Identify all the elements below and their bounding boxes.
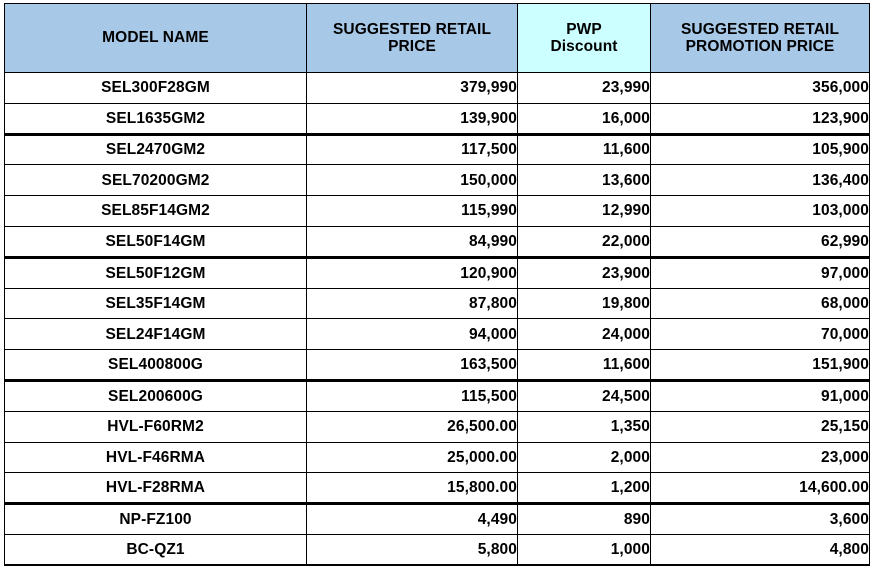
table-row[interactable]: SEL24F14GM 94,000 24,000 70,000 bbox=[4, 318, 870, 351]
cell-model-name[interactable]: SEL70200GM2 bbox=[4, 164, 307, 197]
table-row[interactable]: SEL70200GM2 150,000 13,600 136,400 bbox=[4, 164, 870, 197]
cell-suggested-retail-price[interactable]: 120,900 bbox=[306, 256, 518, 289]
cell-suggested-retail-price[interactable]: 87,800 bbox=[306, 287, 518, 320]
table-row[interactable]: SEL200600G 115,500 24,500 91,000 bbox=[4, 379, 870, 412]
column-header-suggested-retail-promotion-price-line-2: PROMOTION PRICE bbox=[685, 38, 835, 55]
column-header-suggested-retail-promotion-price[interactable]: SUGGESTED RETAIL PROMOTION PRICE bbox=[650, 3, 870, 73]
table-row[interactable]: SEL300F28GM 379,990 23,990 356,000 bbox=[4, 72, 870, 104]
cell-pwp-discount[interactable]: 16,000 bbox=[517, 102, 651, 136]
cell-suggested-retail-promotion-price[interactable]: 68,000 bbox=[650, 287, 870, 320]
table-header: MODEL NAME SUGGESTED RETAIL PRICE PWP Di… bbox=[4, 3, 870, 73]
cell-suggested-retail-promotion-price[interactable]: 97,000 bbox=[650, 256, 870, 289]
column-header-pwp-discount-line-2: Discount bbox=[550, 38, 618, 55]
cell-suggested-retail-promotion-price[interactable]: 91,000 bbox=[650, 379, 870, 412]
table-row[interactable]: NP-FZ100 4,490 890 3,600 bbox=[4, 503, 870, 535]
cell-suggested-retail-promotion-price[interactable]: 70,000 bbox=[650, 318, 870, 351]
cell-suggested-retail-price[interactable]: 139,900 bbox=[306, 102, 518, 136]
cell-suggested-retail-price[interactable]: 379,990 bbox=[306, 72, 518, 104]
column-header-pwp-discount-line-1: PWP bbox=[566, 20, 602, 38]
column-header-suggested-retail-price-line-1: SUGGESTED RETAIL bbox=[332, 20, 492, 38]
cell-suggested-retail-promotion-price[interactable]: 105,900 bbox=[650, 133, 870, 166]
table-row[interactable]: SEL85F14GM2 115,990 12,990 103,000 bbox=[4, 195, 870, 227]
cell-suggested-retail-promotion-price[interactable]: 123,900 bbox=[650, 102, 870, 136]
table-row[interactable]: HVL-F28RMA 15,800.00 1,200 14,600.00 bbox=[4, 472, 870, 506]
cell-model-name[interactable]: HVL-F60RM2 bbox=[4, 410, 307, 443]
cell-model-name[interactable]: HVL-F46RMA bbox=[4, 441, 307, 474]
cell-pwp-discount[interactable]: 1,200 bbox=[517, 472, 651, 506]
cell-suggested-retail-price[interactable]: 26,500.00 bbox=[306, 410, 518, 443]
column-header-pwp-discount[interactable]: PWP Discount bbox=[517, 3, 651, 73]
table-row[interactable]: BC-QZ1 5,800 1,000 4,800 bbox=[4, 533, 870, 567]
cell-pwp-discount[interactable]: 24,000 bbox=[517, 318, 651, 351]
cell-model-name[interactable]: SEL24F14GM bbox=[4, 318, 307, 351]
cell-suggested-retail-promotion-price[interactable]: 23,000 bbox=[650, 441, 870, 474]
cell-pwp-discount[interactable]: 1,000 bbox=[517, 533, 651, 567]
cell-model-name[interactable]: SEL85F14GM2 bbox=[4, 195, 307, 227]
table-header-row: MODEL NAME SUGGESTED RETAIL PRICE PWP Di… bbox=[4, 3, 870, 73]
cell-model-name[interactable]: NP-FZ100 bbox=[4, 503, 307, 535]
cell-suggested-retail-promotion-price[interactable]: 136,400 bbox=[650, 164, 870, 197]
cell-suggested-retail-promotion-price[interactable]: 62,990 bbox=[650, 225, 870, 259]
cell-suggested-retail-price[interactable]: 115,990 bbox=[306, 195, 518, 227]
cell-suggested-retail-promotion-price[interactable]: 356,000 bbox=[650, 72, 870, 104]
table-row[interactable]: SEL2470GM2 117,500 11,600 105,900 bbox=[4, 133, 870, 166]
cell-pwp-discount[interactable]: 19,800 bbox=[517, 287, 651, 320]
column-header-suggested-retail-promotion-price-line-1: SUGGESTED RETAIL bbox=[680, 20, 840, 38]
cell-suggested-retail-price[interactable]: 115,500 bbox=[306, 379, 518, 412]
column-header-suggested-retail-price-line-2: PRICE bbox=[388, 38, 436, 55]
cell-model-name[interactable]: SEL50F14GM bbox=[4, 225, 307, 259]
cell-model-name[interactable]: BC-QZ1 bbox=[4, 533, 307, 567]
cell-suggested-retail-promotion-price[interactable]: 3,600 bbox=[650, 503, 870, 535]
cell-pwp-discount[interactable]: 890 bbox=[517, 503, 651, 535]
cell-model-name[interactable]: SEL300F28GM bbox=[4, 72, 307, 104]
cell-suggested-retail-price[interactable]: 4,490 bbox=[306, 503, 518, 535]
cell-pwp-discount[interactable]: 1,350 bbox=[517, 410, 651, 443]
cell-model-name[interactable]: SEL400800G bbox=[4, 349, 307, 382]
cell-suggested-retail-price[interactable]: 84,990 bbox=[306, 225, 518, 259]
cell-pwp-discount[interactable]: 11,600 bbox=[517, 349, 651, 382]
cell-suggested-retail-promotion-price[interactable]: 103,000 bbox=[650, 195, 870, 227]
column-header-suggested-retail-price[interactable]: SUGGESTED RETAIL PRICE bbox=[306, 3, 518, 73]
cell-suggested-retail-promotion-price[interactable]: 14,600.00 bbox=[650, 472, 870, 506]
cell-suggested-retail-promotion-price[interactable]: 25,150 bbox=[650, 410, 870, 443]
cell-model-name[interactable]: SEL50F12GM bbox=[4, 256, 307, 289]
cell-model-name[interactable]: SEL1635GM2 bbox=[4, 102, 307, 136]
column-header-model-name-line-1: MODEL NAME bbox=[102, 29, 209, 47]
cell-pwp-discount[interactable]: 2,000 bbox=[517, 441, 651, 474]
cell-pwp-discount[interactable]: 23,900 bbox=[517, 256, 651, 289]
table-row[interactable]: SEL400800G 163,500 11,600 151,900 bbox=[4, 349, 870, 382]
cell-suggested-retail-price[interactable]: 25,000.00 bbox=[306, 441, 518, 474]
table-body: SEL300F28GM 379,990 23,990 356,000 SEL1635GM… bbox=[4, 72, 870, 567]
cell-suggested-retail-promotion-price[interactable]: 4,800 bbox=[650, 533, 870, 567]
cell-suggested-retail-promotion-price[interactable]: 151,900 bbox=[650, 349, 870, 382]
cell-model-name[interactable]: SEL2470GM2 bbox=[4, 133, 307, 166]
cell-suggested-retail-price[interactable]: 117,500 bbox=[306, 133, 518, 166]
cell-pwp-discount[interactable]: 13,600 bbox=[517, 164, 651, 197]
cell-model-name[interactable]: SEL200600G bbox=[4, 379, 307, 412]
cell-suggested-retail-price[interactable]: 15,800.00 bbox=[306, 472, 518, 506]
cell-suggested-retail-price[interactable]: 163,500 bbox=[306, 349, 518, 382]
table-row[interactable]: HVL-F46RMA 25,000.00 2,000 23,000 bbox=[4, 441, 870, 474]
column-header-model-name[interactable]: MODEL NAME bbox=[4, 3, 307, 73]
cell-model-name[interactable]: SEL35F14GM bbox=[4, 287, 307, 320]
table-row[interactable]: SEL50F14GM 84,990 22,000 62,990 bbox=[4, 225, 870, 259]
cell-suggested-retail-price[interactable]: 150,000 bbox=[306, 164, 518, 197]
table-row[interactable]: SEL35F14GM 87,800 19,800 68,000 bbox=[4, 287, 870, 320]
cell-pwp-discount[interactable]: 12,990 bbox=[517, 195, 651, 227]
cell-pwp-discount[interactable]: 24,500 bbox=[517, 379, 651, 412]
cell-model-name[interactable]: HVL-F28RMA bbox=[4, 472, 307, 506]
cell-suggested-retail-price[interactable]: 5,800 bbox=[306, 533, 518, 567]
cell-pwp-discount[interactable]: 23,990 bbox=[517, 72, 651, 104]
table-row[interactable]: SEL50F12GM 120,900 23,900 97,000 bbox=[4, 256, 870, 289]
table-row[interactable]: SEL1635GM2 139,900 16,000 123,900 bbox=[4, 102, 870, 136]
cell-suggested-retail-price[interactable]: 94,000 bbox=[306, 318, 518, 351]
price-list-table: MODEL NAME SUGGESTED RETAIL PRICE PWP Di… bbox=[4, 3, 870, 567]
cell-pwp-discount[interactable]: 22,000 bbox=[517, 225, 651, 259]
table-row[interactable]: HVL-F60RM2 26,500.00 1,350 25,150 bbox=[4, 410, 870, 443]
cell-pwp-discount[interactable]: 11,600 bbox=[517, 133, 651, 166]
